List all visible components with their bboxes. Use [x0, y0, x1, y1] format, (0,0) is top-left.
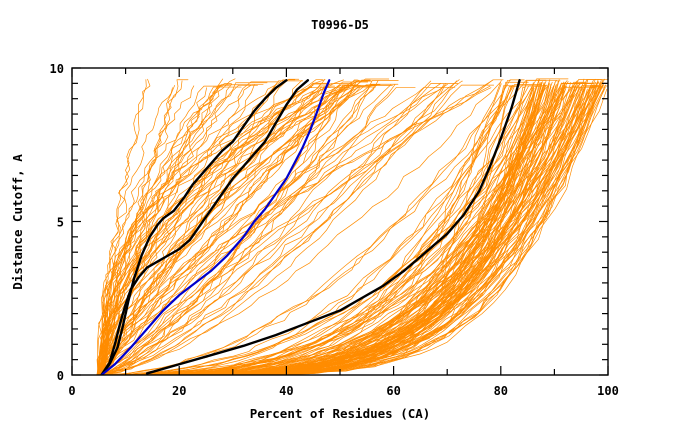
model-curve — [102, 79, 547, 375]
model-curve — [100, 84, 542, 375]
model-curve — [98, 78, 300, 375]
model-curve — [102, 79, 494, 375]
y-axis-tick-labels: 0 5 10 — [50, 62, 64, 383]
model-curve — [108, 88, 545, 375]
axes-group: 0 20 40 60 80 100 0 5 10 — [50, 62, 619, 398]
model-curve — [102, 79, 326, 375]
model-curve — [103, 80, 463, 375]
model-curve — [97, 80, 379, 375]
model-curve — [101, 84, 513, 375]
blue-curve — [100, 79, 331, 375]
model-curve — [144, 80, 599, 375]
model-curve — [101, 86, 567, 375]
black-curve-3 — [145, 79, 521, 375]
model-curve — [100, 86, 376, 375]
model-curve — [100, 82, 328, 375]
x-axis-tick-labels: 0 20 40 60 80 100 — [68, 384, 618, 398]
model-curve — [102, 83, 448, 375]
x-tick-label: 0 — [68, 384, 75, 398]
model-curve — [104, 80, 457, 375]
model-curve — [100, 85, 222, 375]
model-curve — [100, 85, 360, 375]
y-axis-ticks — [72, 67, 608, 376]
model-curve — [99, 87, 207, 375]
y-axis-label: Distance Cutoff, A — [10, 154, 25, 290]
black-curve-1 — [100, 79, 288, 375]
highlight-curve-group — [100, 79, 331, 375]
model-curve — [97, 85, 195, 375]
model-curve — [96, 86, 445, 375]
model-curve — [102, 83, 446, 375]
model-curve — [101, 80, 372, 375]
black-curve-2 — [100, 79, 310, 375]
model-curve — [96, 86, 456, 375]
y-tick-label: 0 — [57, 369, 64, 383]
model-curve — [102, 85, 548, 375]
model-curve — [101, 82, 357, 375]
model-curve — [102, 79, 296, 375]
model-curve — [99, 80, 432, 375]
model-curve — [99, 85, 513, 375]
model-curve — [98, 84, 357, 375]
x-tick-label: 40 — [279, 384, 293, 398]
x-tick-label: 60 — [386, 384, 400, 398]
x-tick-label: 80 — [494, 384, 508, 398]
model-curve — [99, 84, 396, 375]
model-curve — [97, 82, 268, 375]
model-curve — [101, 83, 334, 375]
model-curve — [104, 80, 399, 375]
model-curve — [108, 87, 580, 375]
model-curve — [98, 84, 392, 375]
model-curve — [103, 84, 349, 375]
model-curve — [101, 78, 151, 375]
model-curve — [140, 79, 599, 375]
x-tick-label: 20 — [172, 384, 186, 398]
model-curve — [97, 84, 258, 375]
model-curve — [101, 85, 519, 375]
model-curves-group — [96, 78, 608, 375]
model-curve — [101, 79, 504, 375]
model-curve — [99, 79, 344, 375]
model-curve — [103, 85, 361, 375]
model-curve — [99, 87, 353, 375]
reference-curves-group — [100, 79, 521, 375]
model-curve — [121, 83, 539, 375]
model-curve — [96, 79, 460, 375]
model-curve — [98, 83, 442, 375]
model-curve — [97, 79, 147, 375]
x-axis-ticks — [71, 68, 609, 375]
model-curve — [98, 87, 173, 375]
model-curve — [110, 85, 583, 375]
model-curve — [101, 87, 492, 375]
y-tick-label: 5 — [57, 216, 64, 230]
model-curve — [100, 86, 361, 375]
model-curve — [97, 84, 342, 375]
model-curve — [99, 85, 314, 375]
model-curve — [105, 86, 538, 375]
model-curve — [101, 83, 459, 375]
model-curve — [103, 80, 568, 375]
model-curve — [104, 81, 501, 375]
model-curve — [101, 83, 232, 375]
model-curve — [102, 84, 264, 375]
x-tick-label: 100 — [597, 384, 619, 398]
chart-title: T0996-D5 — [311, 18, 369, 32]
y-tick-label: 10 — [50, 62, 64, 76]
x-axis-label: Percent of Residues (CA) — [250, 406, 431, 421]
